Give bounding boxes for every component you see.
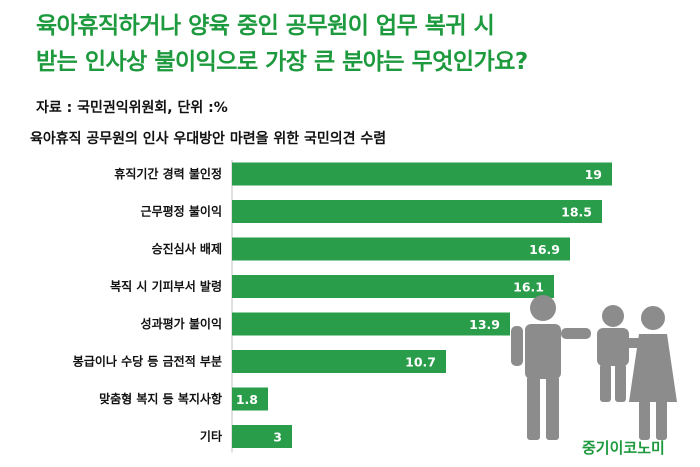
value-label-1: 19 — [585, 167, 602, 182]
category-label-1: 휴직기간 경력 불인정 — [114, 166, 222, 181]
category-label-3: 승진심사 배제 — [152, 241, 222, 256]
category-label-4: 복직 시 기피부서 발령 — [110, 279, 222, 294]
bar-6 — [232, 350, 446, 373]
bar-2 — [232, 200, 602, 223]
bar-5 — [232, 312, 510, 336]
category-label-2: 근무평정 불이익 — [141, 204, 222, 219]
source-note: 자료 : 국민권익위원회, 단위 :% — [36, 100, 228, 116]
category-label-6: 봉급이나 수당 등 금전적 부분 — [73, 354, 222, 369]
bar-7 — [232, 387, 268, 411]
bar-1 — [232, 162, 612, 186]
value-label-4: 16.1 — [513, 280, 544, 295]
value-label-5: 13.9 — [469, 317, 500, 332]
category-label-5: 성과평가 불이익 — [141, 316, 222, 331]
value-label-8: 3 — [273, 430, 282, 445]
bar-8 — [232, 425, 292, 448]
title-line-1: 육아휴직하거나 양육 중인 공무원이 업무 복귀 시 — [36, 13, 495, 39]
value-label-7: 1.8 — [236, 392, 258, 407]
category-label-7: 맞춤형 복지 등 복지사항 — [99, 391, 222, 406]
value-label-6: 10.7 — [405, 355, 436, 370]
bar-4 — [232, 275, 554, 298]
chart-subtitle: 육아휴직 공무원의 인사 우대방안 마련을 위한 국민의견 수렴 — [30, 131, 387, 147]
category-label-8: 기타 — [200, 429, 222, 444]
brand-logo: 중기이코노미 — [582, 439, 665, 457]
title-line-2: 받는 인사상 불이익으로 가장 큰 분야는 무엇인가요? — [36, 49, 528, 75]
value-label-3: 16.9 — [529, 242, 560, 257]
family-figure-icon — [511, 295, 677, 440]
value-label-2: 18.5 — [561, 205, 592, 220]
chart-title: 육아휴직하거나 양육 중인 공무원이 업무 복귀 시 받는 인사상 불이익으로 … — [36, 8, 676, 80]
bar-3 — [232, 237, 570, 261]
